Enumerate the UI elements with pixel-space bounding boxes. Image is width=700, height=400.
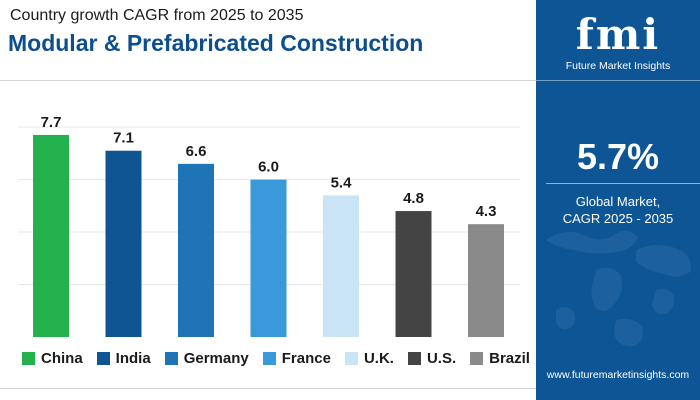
caption-line-2: CAGR 2025 - 2035: [562, 211, 674, 226]
data-label-us: 4.8: [403, 190, 424, 207]
legend-label: France: [281, 350, 331, 367]
bar-india: [105, 150, 142, 337]
legend-item-us: U.S.: [407, 350, 457, 367]
logo-text: Future Market Insights: [565, 60, 671, 72]
legend-label: India: [115, 350, 151, 367]
data-label-france: 6.0: [258, 159, 279, 176]
chart-panel: Country growth CAGR from 2025 to 2035 Mo…: [0, 7, 536, 389]
legend-item-india: India: [96, 350, 151, 367]
value-divider: [546, 183, 700, 184]
bar-uk: [323, 195, 359, 337]
bar-china: [33, 134, 69, 337]
legend-item-france: France: [262, 350, 331, 367]
bar-us: [395, 211, 432, 337]
legend-item-uk: U.K.: [344, 350, 394, 367]
legend-swatch: [96, 352, 110, 365]
world-map-pattern: [546, 230, 691, 347]
logo-mark: fmi: [575, 10, 661, 59]
bar-france: [250, 179, 287, 337]
legend-label: Germany: [183, 350, 249, 367]
legend-swatch: [344, 352, 358, 365]
chart-title: Modular & Prefabricated Construction: [8, 30, 424, 56]
website-url: www.futuremarketinsights.com: [546, 369, 690, 381]
legend-label: U.S.: [426, 350, 457, 367]
data-label-india: 7.1: [113, 130, 134, 147]
legend-swatch: [262, 352, 276, 365]
data-label-brazil: 4.3: [476, 203, 497, 220]
bar-brazil: [468, 224, 504, 337]
logo-divider: [536, 80, 700, 81]
caption-line-1: Global Market,: [575, 194, 661, 209]
bar-chart: 7.7 7.1 6.6 6.0 5.4 4.8 4.3: [18, 114, 520, 337]
legend-item-china: China: [22, 350, 83, 367]
legend-item-brazil: Brazil: [470, 350, 530, 367]
legend-swatch: [22, 352, 35, 365]
legend-label: Brazil: [489, 350, 530, 367]
legend-label: U.K.: [363, 350, 394, 367]
data-label-china: 7.7: [41, 114, 62, 131]
legend-swatch: [164, 352, 178, 365]
legend-label: China: [41, 350, 83, 367]
chart-subtitle: Country growth CAGR from 2025 to 2035: [10, 7, 304, 24]
global-cagr-value: 5.7%: [576, 136, 660, 177]
chart-legend: China India Germany France U.K. U.S. Brazil: [22, 350, 530, 367]
data-label-germany: 6.6: [186, 143, 207, 160]
global-cagr-caption: Global Market, CAGR 2025 - 2035: [536, 193, 700, 227]
bar-germany: [178, 163, 214, 337]
bottom-divider: [0, 388, 536, 389]
legend-swatch: [470, 352, 484, 365]
title-divider: [0, 80, 536, 81]
fmi-logo: fmi Future Market Insights: [536, 10, 700, 73]
legend-item-germany: Germany: [164, 350, 249, 367]
legend-swatch: [407, 352, 421, 365]
data-label-uk: 5.4: [331, 174, 353, 191]
brand-sidebar: fmi Future Market Insights 5.7% Global M…: [536, 0, 700, 400]
